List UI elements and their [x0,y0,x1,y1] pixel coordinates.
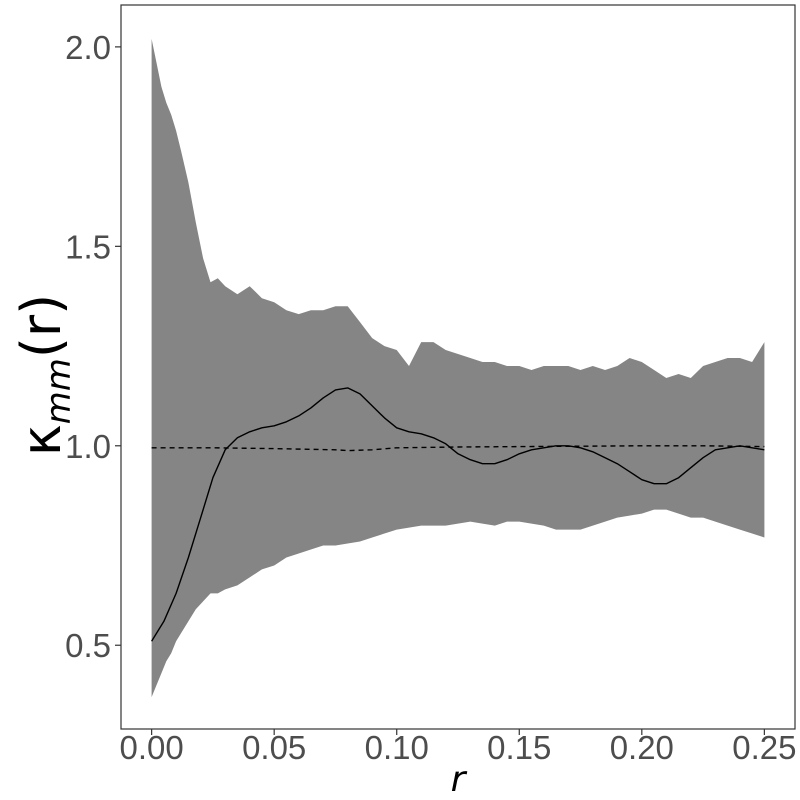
x-axis-title: r [451,759,468,800]
y-tick-label: 1.5 [65,228,111,265]
plot-frame [120,4,796,730]
plot-area [151,38,765,698]
series-line-solid [151,387,765,642]
x-tick-label: 0.20 [610,729,674,766]
x-tick-label: 0.00 [120,729,184,766]
y-axis-title: κmm(r) [10,294,79,456]
x-tick-label: 0.15 [487,729,551,766]
y-axis-title-suffix: (r) [10,294,73,358]
y-axis-title-base: κ [10,424,73,456]
series-line-dashed [151,445,765,452]
y-tick-label: 2.0 [65,29,111,66]
x-tick-label: 0.25 [732,729,796,766]
x-tick-label: 0.05 [242,729,306,766]
y-tick-label: 1.0 [65,428,111,465]
x-tick-label: 0.10 [365,729,429,766]
y-tick-label: 0.5 [65,627,111,664]
axes: 0.00 0.05 0.10 0.15 0.20 0.25 0.5 1.0 1.5 2.0 [65,4,796,766]
envelope-band [151,38,765,698]
y-axis-title-subscript: mm [39,358,79,424]
